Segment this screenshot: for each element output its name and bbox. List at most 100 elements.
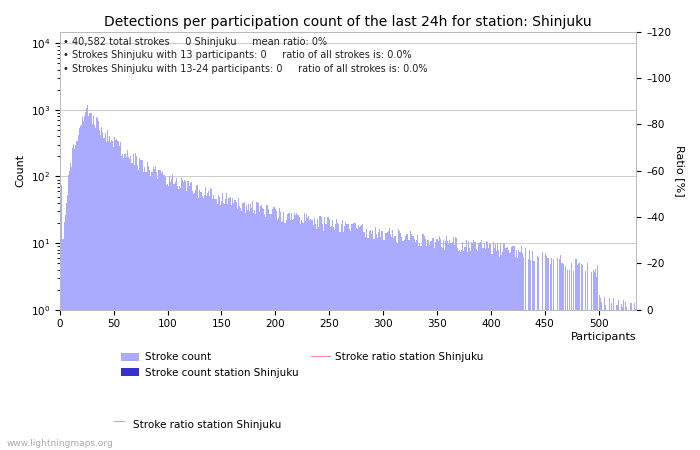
Bar [223,202,224,450]
Bar [412,237,413,450]
Y-axis label: Ratio [%]: Ratio [%] [675,145,685,197]
Bar [125,154,126,450]
Bar [425,239,426,450]
Bar [384,240,385,450]
Bar [307,218,308,450]
Bar [601,302,603,450]
Bar [166,184,167,450]
Bar [279,208,280,450]
Bar [443,239,444,450]
Bar [488,248,489,450]
Bar [284,223,286,450]
Bar [568,310,569,450]
Bar [414,239,415,450]
Bar [594,272,595,450]
Bar [350,231,351,450]
Bar [476,249,477,450]
Bar [196,185,197,450]
Stroke ratio station Shinjuku [193,307,201,312]
Bar [611,303,612,450]
Bar [150,172,152,450]
Bar [329,219,330,450]
Bar [490,244,491,450]
Bar [422,234,423,450]
Bar [232,198,233,450]
Bar [306,214,307,450]
Stroke ratio station Shinjuku [215,307,223,312]
Bar [314,218,315,450]
Bar [301,220,302,450]
Stroke ratio station Shinjuku [213,307,221,312]
Bar [361,225,362,450]
Bar [183,183,184,450]
Bar [188,186,190,450]
Bar [415,242,416,450]
Bar [389,228,390,450]
Bar [342,220,343,450]
Stroke ratio station Shinjuku [57,307,65,312]
Bar [547,258,549,450]
Bar [241,212,242,450]
Bar [80,125,82,450]
Bar [268,209,270,450]
Bar [70,162,71,450]
Bar [336,219,337,450]
Bar [248,203,249,450]
Bar [555,310,556,450]
Bar [330,227,331,450]
Bar [483,248,484,450]
Bar [441,247,442,450]
Bar [286,214,288,450]
Bar [302,222,303,450]
Bar [438,241,439,450]
Bar [261,205,262,450]
Bar [535,310,536,450]
Bar [556,310,557,450]
Bar [540,310,541,450]
Bar [559,259,561,450]
Bar [184,180,186,450]
Bar [542,252,543,450]
Bar [470,251,471,450]
Bar [146,162,148,450]
Bar [200,192,202,450]
Bar [424,236,425,450]
Bar [68,175,69,450]
Bar [558,310,559,450]
Bar [444,249,445,450]
Bar [625,302,626,450]
Bar [76,140,78,450]
Bar [517,258,519,450]
Bar [60,213,62,450]
Bar [411,234,412,450]
Bar [400,233,401,450]
Bar [293,219,294,450]
Bar [461,251,462,450]
Bar [312,225,314,450]
Bar [85,112,86,450]
Bar [148,171,150,450]
Bar [623,300,624,450]
Bar [128,157,130,450]
Bar [591,272,592,450]
Bar [162,176,164,450]
Bar [141,160,142,450]
Bar [236,202,237,450]
Bar [633,310,634,450]
Bar [507,248,508,450]
Bar [74,148,76,450]
Bar [335,224,336,450]
Bar [595,269,596,450]
Bar [564,310,565,450]
Bar [401,237,402,450]
Bar [462,242,463,450]
Bar [522,253,523,450]
Bar [377,238,378,450]
Bar [512,247,513,450]
Bar [242,203,244,450]
Bar [209,196,210,450]
Bar [479,243,480,450]
Bar [482,248,483,450]
Bar [256,202,258,450]
Bar [154,169,155,450]
